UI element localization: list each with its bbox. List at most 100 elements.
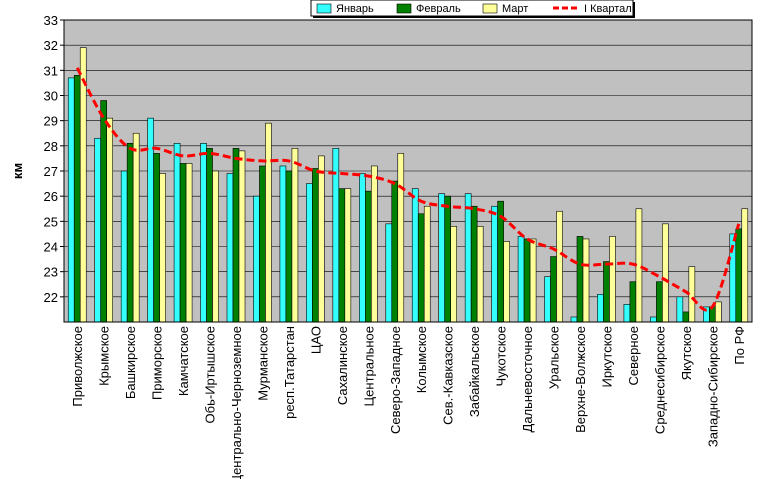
x-tick-label: ЦАО <box>308 326 323 354</box>
bar-2-15 <box>476 226 484 323</box>
bar-1-25 <box>735 228 743 323</box>
y-tick-label: 29 <box>44 114 58 129</box>
legend-box <box>310 0 634 17</box>
y-tick-label: 33 <box>44 13 58 28</box>
y-axis-label: км <box>10 163 25 179</box>
x-tick-label: Северное <box>626 326 641 385</box>
bar-1-14 <box>444 195 451 323</box>
bar-2-9 <box>318 155 325 323</box>
bar-0-13 <box>411 188 419 323</box>
bar-1-5 <box>206 148 213 323</box>
x-tick-label: Центральное <box>361 326 376 406</box>
bar-1-6 <box>232 148 240 323</box>
plot-frame <box>63 19 753 323</box>
x-tick-label: Якутское <box>679 326 694 380</box>
legend-swatch-1 <box>396 3 412 14</box>
bar-0-12 <box>385 223 393 323</box>
bar-2-12 <box>397 153 405 323</box>
bar-1-8 <box>285 170 293 323</box>
bar-0-1 <box>94 137 101 323</box>
bar-2-3 <box>159 173 166 323</box>
bar-2-18 <box>556 210 563 323</box>
bar-1-4 <box>179 163 187 323</box>
x-tick-label: Западно-Сибирское <box>705 326 720 447</box>
bar-1-0 <box>73 75 81 323</box>
bar-1-3 <box>153 153 160 323</box>
x-tick-label: Забайкальское <box>467 326 482 417</box>
bar-2-11 <box>371 165 378 323</box>
x-tick-labels: Приволжское Крымское Башкирское Приморское К… <box>70 326 747 479</box>
bar-1-7 <box>259 165 266 323</box>
bar-2-22 <box>662 223 669 323</box>
x-tick-label: Среднесибирское <box>652 326 667 434</box>
legend-label-1: Февраль <box>416 3 461 15</box>
axes <box>63 19 753 323</box>
bar-0-15 <box>464 193 472 323</box>
bar-2-8 <box>291 148 299 323</box>
x-tick-label: Приморское <box>150 326 165 400</box>
bar-1-19 <box>576 236 584 323</box>
bar-0-0 <box>67 77 75 323</box>
bar-0-2 <box>120 170 128 323</box>
bar-2-19 <box>582 238 590 323</box>
legend-swatch-0 <box>316 3 332 14</box>
bar-2-7 <box>265 122 272 323</box>
x-tick-label: Уральское <box>547 326 562 389</box>
bar-2-2 <box>132 132 140 323</box>
bar-0-17 <box>517 236 525 323</box>
bar-1-22 <box>656 281 663 323</box>
bars-group <box>67 47 749 323</box>
y-tick-label: 32 <box>44 38 58 53</box>
bar-0-8 <box>279 165 287 323</box>
x-tick-label: респ.Татарстан <box>282 326 297 419</box>
x-tick-label: Колымское <box>414 326 429 393</box>
x-tick-label: Крымское <box>97 326 112 386</box>
x-tick-label: Дальневосточное <box>520 326 535 432</box>
bar-1-20 <box>603 261 610 323</box>
x-tick-label: Чукотское <box>494 326 509 387</box>
bar-0-6 <box>226 173 234 323</box>
bar-0-20 <box>597 294 604 323</box>
x-tick-label: Башкирское <box>123 326 138 399</box>
bar-0-22 <box>650 316 657 323</box>
x-tick-label: Приволжское <box>70 326 85 407</box>
bar-2-25 <box>741 208 749 323</box>
y-tick-label: 25 <box>44 214 58 229</box>
x-tick-label: Иркутское <box>599 326 614 388</box>
bar-2-4 <box>185 163 193 323</box>
bar-1-17 <box>523 238 531 323</box>
y-tick-labels: 22 23 24 25 26 27 28 29 30 31 32 33 <box>44 13 58 305</box>
line-series-group <box>75 67 741 312</box>
bar-2-1 <box>106 117 113 323</box>
bar-2-13 <box>423 205 431 323</box>
bar-2-23 <box>688 266 696 323</box>
y-tick-label: 28 <box>44 139 58 154</box>
bar-1-12 <box>391 180 399 323</box>
x-tick-label: Центрально-Черноземное <box>229 326 244 479</box>
y-tick-label: 22 <box>44 290 58 305</box>
bar-0-11 <box>359 173 366 323</box>
bar-1-18 <box>550 256 557 323</box>
bar-0-5 <box>200 143 207 323</box>
bar-1-15 <box>470 205 478 323</box>
x-tick-label: Сев.-Кавказское <box>441 326 456 425</box>
legend-label-2: Март <box>502 3 528 15</box>
bar-2-0 <box>79 47 87 323</box>
bar-0-21 <box>623 304 631 323</box>
legend-swatch-2 <box>482 3 498 14</box>
x-tick-label: Сахалинское <box>335 326 350 405</box>
bar-0-18 <box>544 276 551 323</box>
bar-0-4 <box>173 143 181 323</box>
bar-1-11 <box>365 190 372 323</box>
bar-2-17 <box>529 238 537 323</box>
bar-1-2 <box>126 143 134 323</box>
legend-label-0: Январь <box>336 3 374 15</box>
bar-0-16 <box>491 205 498 323</box>
bar-1-21 <box>629 281 637 323</box>
bar-2-24 <box>715 301 722 323</box>
x-tick-label: Камчатское <box>176 326 191 396</box>
bar-2-5 <box>212 170 219 323</box>
y-tick-label: 30 <box>44 89 58 104</box>
